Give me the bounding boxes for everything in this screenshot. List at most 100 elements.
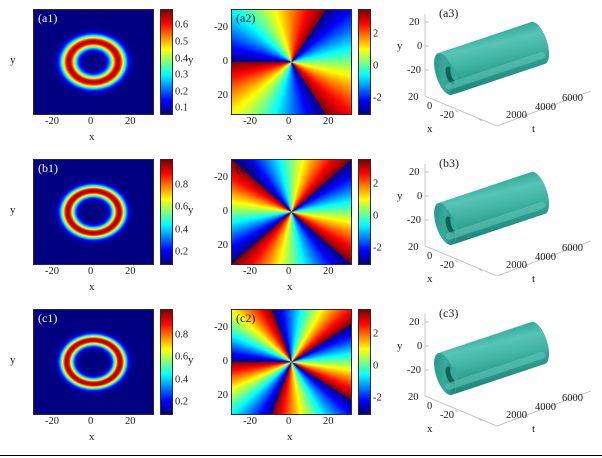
panel-b1-xlabel: x [89,281,95,293]
panel-a3-xtick-1: 0 [427,101,433,112]
figure-row-b: (b1) -20 0 20 y -20 0 20 x 0.8 0.6 0.4 0… [0,150,602,300]
panel-c2-ytick-1: 0 [222,356,228,367]
panel-b2-phasemap [232,160,351,264]
panel-b2-axes: (b2) [231,159,352,265]
panel-b1-colorbar: 0.8 0.6 0.4 0.2 [160,159,188,265]
panel-b2-ytick-1: 0 [222,206,228,217]
panel-a3-ttick-1: 4000 [535,102,556,113]
panel-b1-cbar-tick-2: 0.6 [175,201,189,213]
panel-b1-axes: (b1) [33,159,154,265]
panel-a3-ytick-0: 20 [409,17,420,28]
panel-a3-ytick-2: -20 [407,65,421,76]
panel-a3-ytick-1: 0 [417,41,423,52]
panel-a1-ylabel: y [10,54,16,66]
panel-a2-axes: (a2) [231,9,352,115]
panel-c1-axes: (c1) [33,309,154,415]
panel-b2-xtick-0: -20 [243,266,257,277]
panel-b3-tlabel: t [532,273,536,285]
panel-b3-xtick-2: -20 [440,260,454,271]
panel-b2-xtick-2: 20 [323,266,334,277]
panel-a2-cbar-tick-2: 2 [373,28,379,40]
panel-c2-xtick-0: -20 [243,416,257,427]
panel-c2-cbar-tick-1: 0 [373,360,379,372]
panel-c2-colorbar: 2 0 -2 [358,309,382,415]
panel-c3-ylabel: y [397,340,403,352]
panel-c3-xtick-1: 0 [427,401,433,412]
panel-b3-ytick-0: 20 [409,167,420,178]
figure-row-a: (a1) -20 0 20 y -20 0 20 x 0.6 0.5 0.4 0… [0,0,602,150]
panel-b1: (b1) -20 0 20 y -20 0 20 x 0.8 0.6 0.4 0… [0,150,200,300]
panel-c3-ytick-0: 20 [409,317,420,328]
panel-c3-ttick-0: 2000 [506,410,527,421]
panel-c3-ytick-1: 0 [417,341,423,352]
panel-a1-axes: (a1) [33,9,154,115]
panel-a2-ytick-0: -20 [214,22,228,33]
panel-c1-ylabel: y [10,354,16,366]
panel-a2-phasemap [232,10,351,114]
panel-a1-cbar-tick-1: 0.2 [175,86,189,98]
panel-b2-cbar-tick-2: 2 [373,178,379,190]
panel-b2-xlabel: x [287,281,293,293]
panel-b2-ytick-2: 20 [217,240,229,251]
panel-c3-tag: (c3) [439,306,459,320]
panel-a3-tlabel: t [532,123,536,135]
panel-b1-cbar-tick-1: 0.4 [175,224,189,236]
panel-c2-ytick-2: 20 [217,390,229,401]
panel-c2-ytick-0: -20 [214,322,228,333]
panel-b2-xtick-1: 0 [286,266,292,277]
panel-a2-ylabel: y [188,54,194,66]
panel-a1-heatmap [34,10,153,114]
panel-a1-cbar-tick-0: 0.1 [175,102,189,114]
panel-a3-ttick-0: 2000 [506,110,527,121]
panel-b2-cbar-tick-0: -2 [373,242,382,254]
panel-b3-xtick-0: 20 [408,242,419,253]
panel-c2-xtick-2: 20 [323,416,334,427]
panel-b1-xtick-1: 0 [88,266,94,277]
panel-c2-ylabel: y [188,354,194,366]
panel-c2-tag: (c2) [236,311,256,325]
panel-c2-xlabel: x [287,431,293,443]
panel-a3-xlabel: x [427,123,433,135]
panel-a3: (a3) 20 0 -20 y 20 0 -20 x 2000 4000 600… [395,0,602,150]
panel-c2-axes: (c2) [231,309,352,415]
panel-a2-tag: (a2) [236,11,256,25]
panel-b3-ttick-2: 6000 [562,243,583,254]
panel-a1-xtick-2: 20 [125,116,136,127]
panel-b1-xtick-0: -20 [45,266,59,277]
panel-a3-surface: (a3) 20 0 -20 y 20 0 -20 x 2000 4000 600… [395,0,602,150]
panel-a1-cbar-tick-2: 0.3 [175,69,189,81]
panel-c3-ytick-2: -20 [407,365,421,376]
panel-a1-colorbar: 0.6 0.5 0.4 0.3 0.2 0.1 [160,9,188,115]
panel-c2: (c2) -20 0 20 y -20 0 20 x 2 0 -2 [188,300,400,450]
panel-c3-xtick-2: -20 [440,410,454,421]
panel-c3: (c3) 20 0 -20 y 20 0 -20 x 2000 4000 600… [395,300,602,450]
panel-c3-ttick-1: 4000 [535,402,556,413]
panel-c1: (c1) -20 0 20 y -20 0 20 x 0.8 0.6 0.4 0… [0,300,200,450]
panel-b3-ttick-1: 4000 [535,252,556,263]
panel-c2-xtick-1: 0 [286,416,292,427]
panel-b3-ylabel: y [397,190,403,202]
panel-a2-ytick-1: 0 [222,56,228,67]
panel-b3: (b3) 20 0 -20 y 20 0 -20 x 2000 4000 600… [395,150,602,300]
panel-c3-surface: (c3) 20 0 -20 y 20 0 -20 x 2000 4000 600… [395,300,602,450]
panel-b3-surface: (b3) 20 0 -20 y 20 0 -20 x 2000 4000 600… [395,150,602,300]
panel-b1-heatmap [34,160,153,264]
panel-a1-xlabel: x [89,131,95,143]
panel-b1-xtick-2: 20 [125,266,136,277]
panel-b2: (b2) -20 0 20 y -20 0 20 x 2 0 -2 [188,150,400,300]
panel-c1-heatmap [34,310,153,414]
panel-a2-xlabel: x [287,131,293,143]
panel-c1-xtick-2: 20 [125,416,136,427]
panel-c1-cbar-tick-1: 0.4 [175,374,189,386]
panel-c3-xlabel: x [427,423,433,435]
panel-b3-xtick-1: 0 [427,251,433,262]
panel-b1-cbar-tick-0: 0.2 [175,246,189,258]
panel-b3-ytick-2: -20 [407,215,421,226]
panel-a2-colorbar: 2 0 -2 [358,9,382,115]
panel-b1-ylabel: y [10,204,16,216]
panel-c1-tag: (c1) [38,311,58,325]
panel-a1-xtick-1: 0 [88,116,94,127]
panel-c1-xlabel: x [89,431,95,443]
panel-c1-colorbar: 0.8 0.6 0.4 0.2 [160,309,188,415]
